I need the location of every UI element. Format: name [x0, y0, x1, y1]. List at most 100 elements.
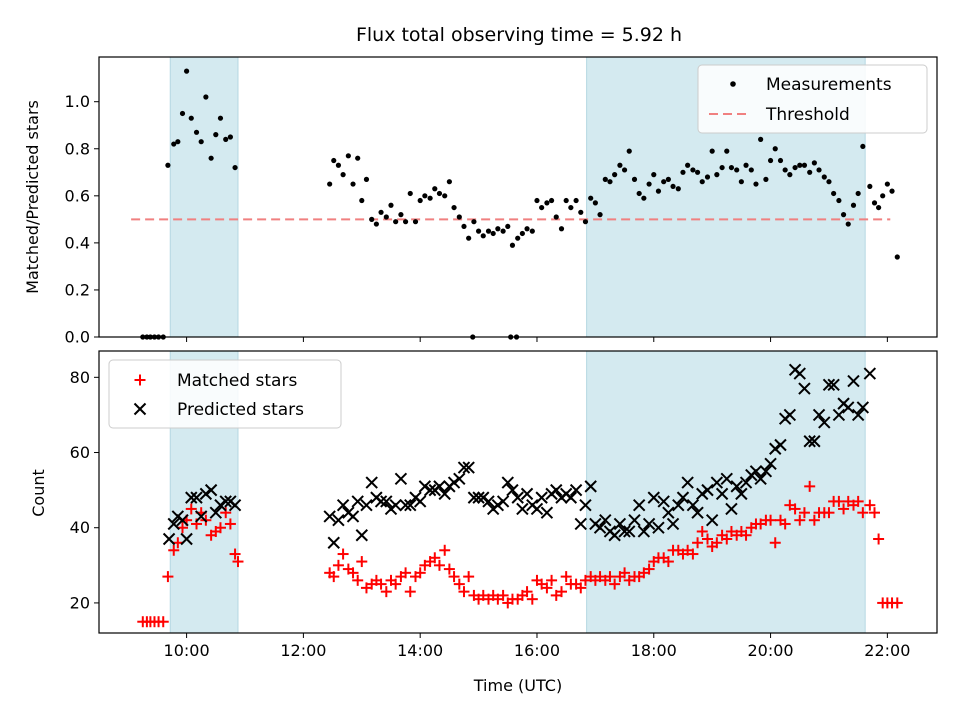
predicted-star-point	[574, 517, 587, 531]
measurement-point	[407, 190, 413, 197]
measurement-point	[466, 235, 472, 241]
predicted-x-b	[642, 517, 656, 531]
measurement-point	[331, 157, 337, 164]
top-y-tick-label: 0.0	[65, 328, 90, 347]
measurement-point	[515, 235, 521, 241]
measurement-point	[461, 223, 467, 230]
matched-star-point	[711, 537, 723, 549]
matched-star-point	[789, 503, 801, 515]
matched-star-point	[869, 507, 881, 519]
predicted-star-point	[327, 536, 340, 549]
measurement-point	[797, 162, 803, 168]
matched-star-point	[214, 522, 226, 534]
matched-star-point	[332, 559, 344, 571]
measurement-point	[427, 195, 433, 201]
bottom-x-tick-label: 22:00	[864, 641, 910, 660]
predicted-x-b	[418, 480, 432, 493]
measurement-point	[845, 221, 851, 227]
matched-star-point	[873, 533, 885, 545]
predicted-star-point	[701, 483, 714, 497]
predicted-star-point	[613, 517, 627, 531]
predicted-x-b	[657, 495, 670, 508]
measurement-point	[821, 174, 827, 180]
bottom-y-axis-label: Count	[29, 469, 48, 517]
measurement-point	[836, 197, 842, 204]
matched-star-point	[328, 571, 340, 583]
matched-star-point	[458, 586, 470, 598]
predicted-x-b	[739, 476, 753, 489]
predicted-x-b	[214, 498, 227, 512]
matched-star-point	[852, 495, 864, 507]
predicted-x-b	[530, 502, 544, 516]
matched-star-point	[808, 514, 820, 526]
bottom-legend-box	[108, 359, 342, 429]
predicted-x-b	[477, 491, 490, 504]
measurement-point	[203, 94, 209, 100]
measurement-point	[475, 228, 482, 234]
predicted-star-point	[447, 476, 461, 489]
matched-star-point	[619, 567, 631, 579]
bottom-x-tick-label: 14:00	[397, 641, 443, 660]
predicted-star-point	[365, 476, 378, 489]
predicted-star-point	[599, 513, 612, 527]
matched-star-point	[765, 514, 777, 526]
predicted-star-point	[540, 506, 554, 519]
matched-star-point	[804, 480, 816, 492]
matched-star-point	[864, 499, 876, 511]
measurement-point	[340, 172, 346, 178]
measurement-point	[398, 212, 404, 218]
predicted-star-point	[735, 487, 748, 501]
predicted-x-b	[336, 498, 350, 512]
legend-predicted-marker-b	[133, 402, 147, 416]
top-legend-box	[697, 64, 928, 134]
matched-star-point	[560, 571, 572, 583]
predicted-x-b	[351, 495, 364, 508]
predicted-x-b	[219, 495, 232, 508]
predicted-x-b	[863, 367, 877, 380]
predicted-star-point	[710, 476, 724, 489]
measurement-point	[884, 181, 890, 187]
predicted-star-point	[725, 502, 738, 516]
predicted-x-b	[749, 465, 763, 478]
predicted-x-b	[520, 487, 534, 501]
predicted-x-b	[783, 408, 797, 422]
measurement-point	[558, 226, 565, 232]
measurement-point	[807, 169, 813, 175]
predicted-star-point	[423, 483, 437, 497]
matched-star-point	[497, 589, 509, 601]
measurement-point	[850, 202, 857, 208]
measurement-point	[646, 181, 652, 187]
matched-star-point	[337, 548, 349, 560]
predicted-x-b	[457, 461, 471, 474]
measurement-point	[175, 139, 181, 145]
measurement-point	[217, 115, 224, 121]
predicted-star-point	[462, 461, 475, 474]
measurement-point	[223, 136, 229, 142]
matched-star-point	[769, 537, 781, 549]
predicted-star-point	[346, 510, 360, 523]
matched-star-point	[891, 597, 903, 609]
bottom-x-tick-label: 18:00	[631, 641, 677, 660]
matched-star-point	[541, 582, 553, 594]
predicted-x-b	[827, 378, 840, 392]
bottom-axes-frame	[98, 350, 938, 634]
matched-star-point	[521, 586, 533, 598]
measurement-point	[568, 204, 574, 211]
predicted-star-point	[593, 521, 607, 534]
predicted-star-point	[681, 476, 694, 489]
matched-star-point	[463, 571, 475, 583]
predicted-star-point	[637, 525, 651, 538]
measurement-point	[675, 186, 681, 192]
matched-star-point	[692, 537, 704, 549]
predicted-x-b	[327, 536, 340, 549]
matched-star-point	[448, 571, 460, 583]
matched-star-point	[526, 593, 538, 605]
predicted-x-b	[720, 472, 733, 486]
measurement-point	[719, 164, 725, 171]
matched-star-point	[833, 495, 845, 507]
predicted-x-b	[637, 525, 651, 538]
predicted-star-point	[691, 506, 704, 519]
predicted-star-point	[608, 529, 621, 542]
predicted-star-point	[632, 498, 646, 512]
predicted-x-b	[374, 495, 388, 508]
